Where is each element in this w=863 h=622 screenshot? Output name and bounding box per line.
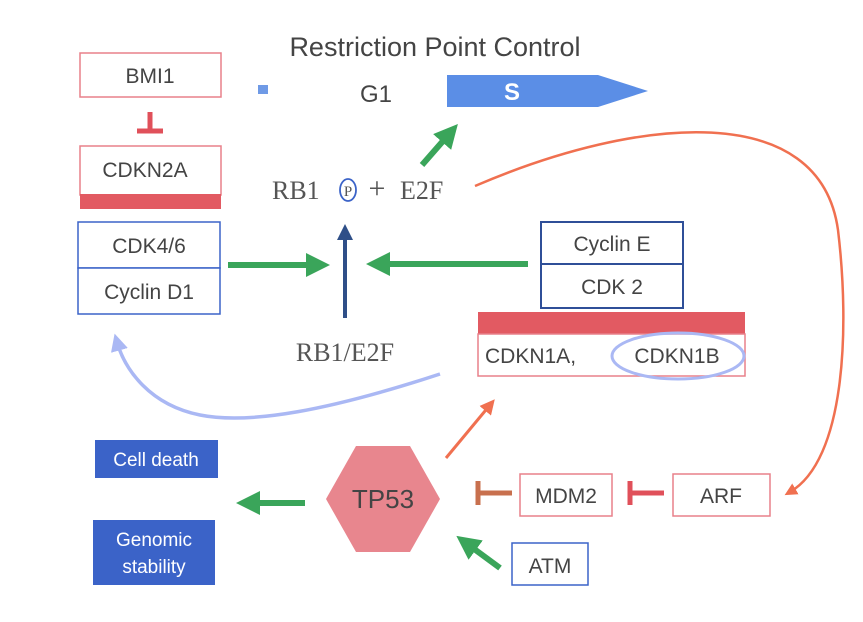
cdk2-label: CDK 2 [581, 276, 643, 299]
tp53-to-cdkn1-arrow [444, 399, 495, 459]
rb1-label: RB1 [272, 176, 320, 205]
tp53-hexagon [326, 446, 440, 552]
e2f-to-arf-curve [474, 131, 845, 496]
e2f-to-s-phase-arrow [419, 123, 458, 167]
cyclin-d1-label: Cyclin D1 [104, 281, 194, 304]
g1-marker [258, 85, 268, 94]
rb1-e2f-label: RB1/E2F [296, 338, 394, 367]
cyclin-e-label: Cyclin E [573, 233, 650, 256]
cell-death-label: Cell death [113, 450, 199, 471]
cdkn1b-highlight-ellipse [610, 331, 746, 381]
plus-sign: + [369, 172, 386, 205]
g1-label: G1 [360, 81, 392, 108]
cdk46-label: CDK4/6 [112, 235, 186, 258]
diagram-title: Restriction Point Control [289, 32, 580, 62]
phospho-circle [339, 178, 357, 202]
tp53-label: TP53 [352, 484, 414, 514]
mdm2-label: MDM2 [535, 485, 597, 508]
atm-label: ATM [529, 555, 572, 578]
cdkn2a-box [79, 145, 222, 196]
s-phase-arrow: S [447, 75, 648, 107]
cdkn2a-label: CDKN2A [102, 159, 187, 182]
cyclin-d1-box [77, 267, 221, 315]
cdkn2a-bar [80, 194, 221, 209]
cdkn1b-label: CDKN1B [634, 345, 719, 368]
mdm2-box [519, 473, 613, 517]
genomic-stability-label-1: Genomic [116, 530, 192, 551]
e2f-label: E2F [400, 176, 443, 205]
bmi1-box [79, 52, 222, 98]
atm-activates-tp53-arrow [456, 535, 502, 571]
cdkn1-bar [478, 312, 745, 334]
bmi1-inhibits-cdkn2a [137, 112, 163, 134]
genomic-stability-label-2: stability [122, 557, 186, 578]
bmi1-label: BMI1 [125, 65, 174, 88]
phospho-label: P [344, 184, 352, 200]
arf-label: ARF [700, 485, 742, 508]
arf-box [672, 473, 771, 517]
cdk46-box [77, 221, 221, 269]
s-phase-label: S [504, 79, 520, 106]
genomic-stability-box [93, 520, 215, 585]
cell-death-box [95, 440, 218, 478]
atm-box [511, 542, 589, 586]
cdk2-box [540, 263, 684, 309]
cyclin-e-box [540, 221, 684, 265]
mdm2-inhibits-tp53 [475, 481, 512, 505]
arf-inhibits-mdm2 [627, 481, 664, 505]
cdkn1b-to-cyclin-d1-curve [110, 333, 441, 420]
cdkn1a-label: CDKN1A, [485, 345, 576, 368]
